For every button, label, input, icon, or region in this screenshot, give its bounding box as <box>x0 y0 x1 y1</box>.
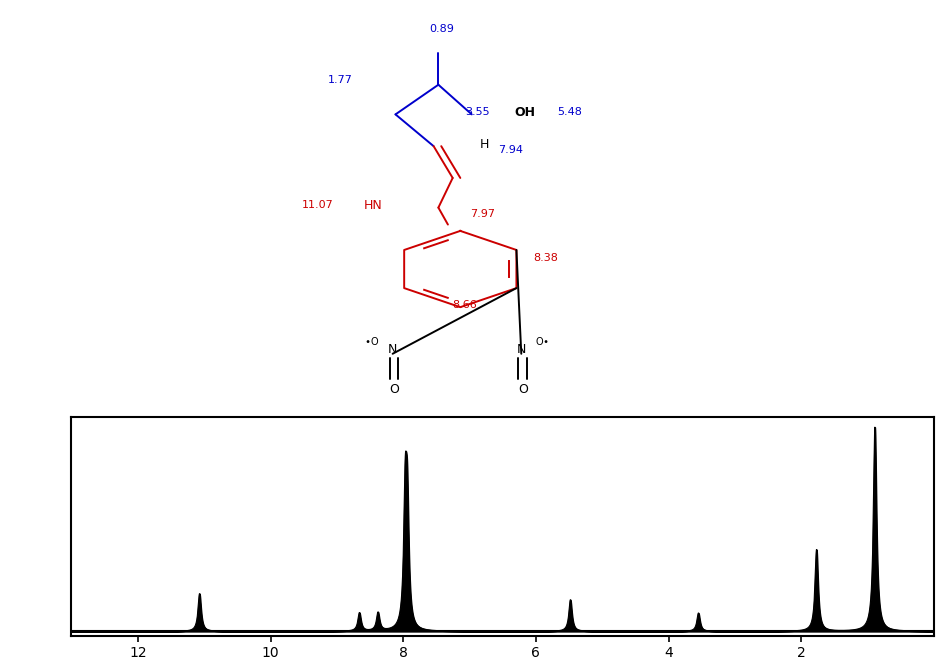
Text: O: O <box>518 383 527 397</box>
Text: 11.07: 11.07 <box>302 201 333 211</box>
Text: 5.48: 5.48 <box>557 107 582 117</box>
Text: 8.38: 8.38 <box>533 254 558 263</box>
Text: 0.89: 0.89 <box>428 24 453 34</box>
Text: O$\bullet$: O$\bullet$ <box>535 335 548 347</box>
Text: N: N <box>516 343 526 356</box>
Text: $\bullet$O: $\bullet$O <box>364 335 379 347</box>
Text: HN: HN <box>364 199 383 212</box>
Text: 7.94: 7.94 <box>498 146 523 156</box>
Text: O: O <box>389 383 399 397</box>
Text: N: N <box>387 343 397 356</box>
Text: H: H <box>479 138 488 150</box>
Text: OH: OH <box>514 106 535 118</box>
Text: 3.55: 3.55 <box>465 107 489 117</box>
Text: 1.77: 1.77 <box>327 75 352 85</box>
Text: 7.97: 7.97 <box>469 209 494 219</box>
Text: 8.66: 8.66 <box>452 300 477 310</box>
